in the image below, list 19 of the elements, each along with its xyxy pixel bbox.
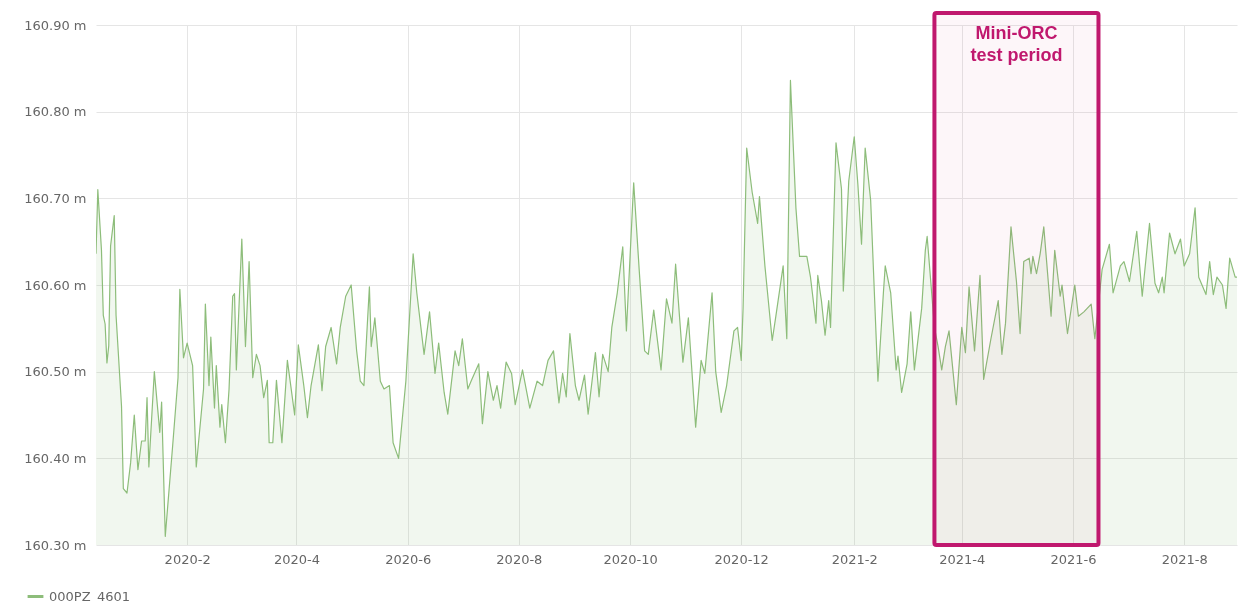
y-tick-label: 160.80 m	[24, 104, 87, 120]
y-tick-label: 160.50 m	[24, 364, 87, 380]
y-tick-label: 160.70 m	[24, 190, 87, 206]
x-tick-label: 2020-8	[496, 551, 543, 567]
y-tick-label: 160.40 m	[24, 450, 87, 466]
x-tick-label: 2021-2	[831, 551, 878, 567]
x-tick-label: 2020-4	[273, 551, 321, 567]
legend-label: 000PZ_4601	[49, 588, 131, 603]
x-tick-label: 2020-2	[164, 551, 211, 567]
x-tick-label: 2020-6	[385, 551, 432, 567]
x-tick-label: 2021-4	[939, 551, 986, 567]
x-tick-label: 2020-10	[603, 551, 658, 567]
y-tick-label: 160.30 m	[24, 537, 87, 553]
y-tick-label: 160.90 m	[24, 17, 87, 33]
band-label: Mini-ORC test period	[970, 23, 1063, 65]
x-tick-label: 2020-12	[714, 551, 769, 567]
x-tick-label: 2021-8	[1161, 551, 1208, 567]
y-tick-label: 160.60 m	[24, 277, 87, 293]
x-tick-label: 2021-6	[1050, 551, 1097, 567]
